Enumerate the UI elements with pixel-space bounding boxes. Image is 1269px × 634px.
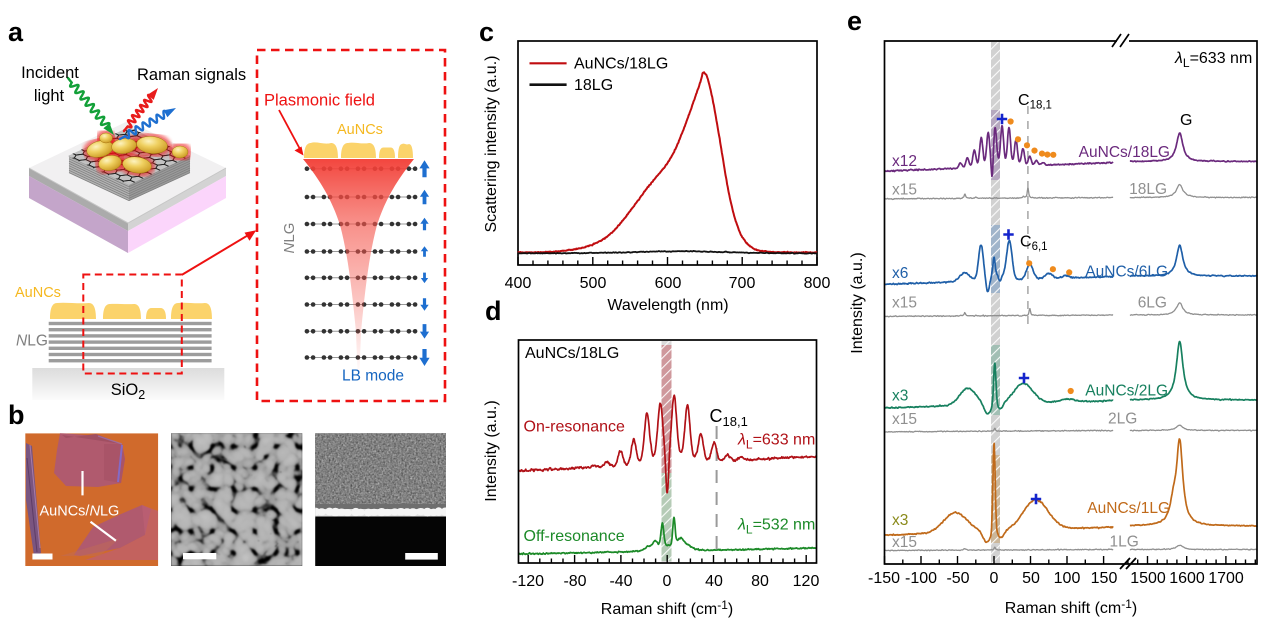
svg-text:700: 700 — [729, 275, 756, 292]
svg-text:λL=633 nm: λL=633 nm — [737, 432, 815, 452]
svg-text:18LG: 18LG — [1129, 181, 1167, 198]
svg-text:18LG: 18LG — [574, 77, 613, 94]
svg-text:x15: x15 — [892, 294, 917, 311]
svg-text:-50: -50 — [946, 570, 969, 587]
svg-text:a: a — [8, 17, 24, 47]
svg-text:AuNCs/NLG: AuNCs/NLG — [40, 504, 120, 520]
svg-text:e: e — [847, 6, 862, 36]
svg-text:600: 600 — [655, 275, 682, 292]
svg-text:Plasmonic field: Plasmonic field — [264, 92, 375, 110]
svg-text:-120: -120 — [512, 573, 544, 590]
svg-text:150: 150 — [1091, 570, 1118, 587]
svg-text:x15: x15 — [892, 182, 917, 199]
svg-text:AuNCs/2LG: AuNCs/2LG — [1085, 383, 1168, 400]
svg-text:Scattering intensity (a.u.): Scattering intensity (a.u.) — [483, 56, 500, 233]
svg-text:AuNCs/6LG: AuNCs/6LG — [1085, 263, 1168, 280]
svg-text:-80: -80 — [563, 573, 586, 590]
svg-text:On-resonance: On-resonance — [524, 419, 625, 436]
svg-text:Raman shift (cm-1): Raman shift (cm-1) — [601, 598, 733, 618]
svg-text:x3: x3 — [892, 388, 908, 405]
svg-text:x15: x15 — [892, 534, 917, 551]
svg-text:Incident: Incident — [21, 64, 79, 82]
svg-text:50: 50 — [1022, 570, 1040, 587]
svg-text:40: 40 — [705, 573, 723, 590]
svg-text:NLG: NLG — [16, 333, 48, 350]
svg-text:G: G — [1180, 112, 1192, 129]
svg-text:AuNCs: AuNCs — [337, 122, 383, 138]
svg-text:Wavelength (nm): Wavelength (nm) — [607, 297, 728, 314]
svg-text:Raman shift (cm-1): Raman shift (cm-1) — [1005, 597, 1137, 617]
svg-text:NLG: NLG — [281, 223, 298, 254]
svg-text:120: 120 — [793, 573, 820, 590]
svg-text:6LG: 6LG — [1138, 294, 1167, 311]
svg-text:d: d — [485, 296, 502, 326]
svg-text:AuNCs/18LG: AuNCs/18LG — [574, 56, 668, 73]
svg-text:1600: 1600 — [1169, 570, 1205, 587]
svg-text:400: 400 — [505, 275, 532, 292]
svg-text:1500: 1500 — [1130, 570, 1166, 587]
svg-text:2LG: 2LG — [1108, 411, 1137, 428]
svg-text:1700: 1700 — [1208, 570, 1244, 587]
svg-text:x12: x12 — [892, 153, 917, 170]
svg-text:-40: -40 — [609, 573, 632, 590]
svg-text:SiO2: SiO2 — [111, 381, 146, 402]
svg-text:-150: -150 — [868, 570, 900, 587]
svg-text:1LG: 1LG — [1109, 533, 1138, 550]
svg-text:Intensity (a.u.): Intensity (a.u.) — [483, 400, 500, 501]
svg-text:-100: -100 — [905, 570, 937, 587]
svg-text:Intensity (a.u.): Intensity (a.u.) — [849, 252, 866, 353]
svg-text:Raman signals: Raman signals — [137, 66, 246, 84]
svg-text:AuNCs/18LG: AuNCs/18LG — [525, 345, 619, 362]
svg-text:AuNCs: AuNCs — [15, 285, 61, 301]
svg-text:AuNCs/1LG: AuNCs/1LG — [1087, 500, 1170, 517]
svg-text:x15: x15 — [892, 411, 917, 428]
svg-text:100: 100 — [1054, 570, 1081, 587]
svg-text:80: 80 — [751, 573, 769, 590]
svg-text:0: 0 — [663, 573, 672, 590]
svg-text:Off-resonance: Off-resonance — [524, 528, 625, 545]
svg-text:x3: x3 — [892, 512, 908, 529]
svg-text:800: 800 — [804, 275, 831, 292]
svg-text:light: light — [34, 87, 65, 105]
svg-text:AuNCs/18LG: AuNCs/18LG — [1079, 144, 1170, 161]
svg-text:500: 500 — [580, 275, 607, 292]
svg-text:b: b — [8, 400, 25, 430]
svg-text:λL=532 nm: λL=532 nm — [737, 517, 815, 537]
svg-text:λL=633 nm: λL=633 nm — [1174, 50, 1252, 70]
svg-text:0: 0 — [990, 570, 999, 587]
svg-text:x6: x6 — [892, 265, 908, 282]
svg-text:LB mode: LB mode — [342, 368, 404, 385]
svg-text:c: c — [479, 17, 494, 47]
